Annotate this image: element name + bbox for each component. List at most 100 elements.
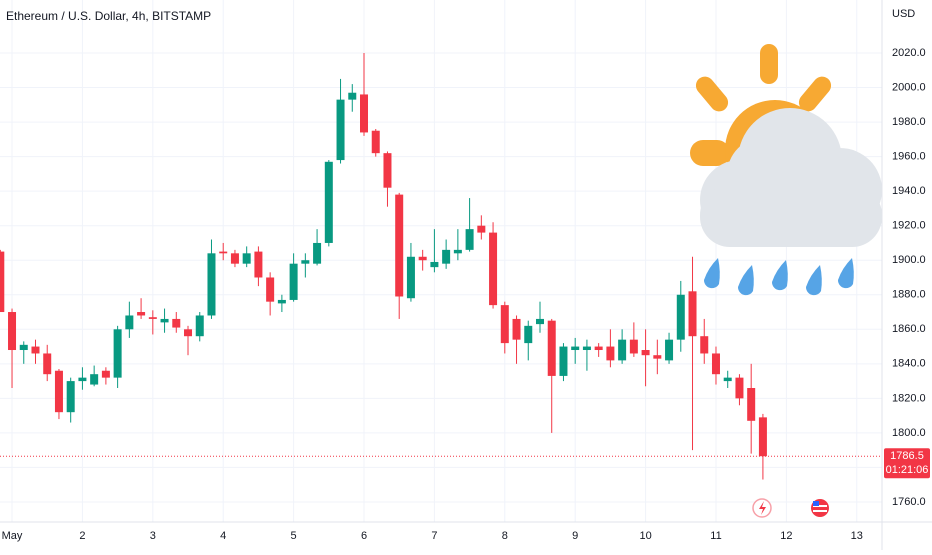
candle-body [207,253,216,316]
candle-body [735,377,744,399]
candle-body [266,277,275,302]
candle-body [641,350,650,356]
candle-body [618,339,627,361]
candle-body [465,229,474,250]
chart-title: Ethereum / U.S. Dollar, 4h, BITSTAMP [6,9,211,23]
y-tick-label: 1860.0 [892,323,926,335]
candle-body [500,305,509,344]
last-price-box [884,448,930,479]
event-icon[interactable] [752,498,772,518]
y-tick-label: 1920.0 [892,220,926,232]
candle-body [418,256,427,261]
candle-body [160,318,169,323]
candle-body [723,377,732,382]
x-tick-label: 10 [639,530,651,542]
candle-body [676,294,685,340]
x-tick-label: 13 [851,530,863,542]
candle-body [289,263,298,300]
candle-body [242,253,251,264]
candle-body [277,299,286,304]
candle-body [571,346,580,351]
y-tick-label: 2000.0 [892,81,926,93]
economic-event-icon[interactable] [811,499,829,517]
x-tick-label: 9 [572,530,578,542]
candles [0,53,767,480]
candle-body [653,355,662,359]
x-tick-label: 3 [150,530,156,542]
candle-body [371,130,380,154]
candle-body [688,291,697,337]
x-tick-label: 4 [220,530,226,542]
candle-body [172,318,181,328]
candle-body [0,251,5,313]
candle-body [184,329,193,337]
x-tick-label: 12 [780,530,792,542]
candle-body [324,161,333,243]
candle-body [711,353,720,375]
candle-body [19,344,28,351]
candle-body [594,346,603,351]
candle-body [535,318,544,325]
currency-label: USD [892,8,915,20]
candle-body [453,249,462,254]
candle-body [442,249,451,264]
candle-body [90,374,99,385]
y-tick-label: 1960.0 [892,151,926,163]
candle-body [395,194,404,297]
x-tick-label: May [2,530,23,542]
candle-body [148,317,157,319]
x-tick-label: 6 [361,530,367,542]
candle-body [430,261,439,268]
candle-body [512,318,521,340]
candle-body [8,312,17,351]
candle-body [758,417,767,457]
grid [0,0,882,522]
candle-body [348,92,357,100]
candle-body [254,251,263,278]
candle-body [54,370,63,413]
candle-body [665,339,674,361]
candle-body [559,346,568,376]
y-tick-label: 1820.0 [892,392,926,404]
x-tick-label: 5 [291,530,297,542]
candle-body [547,320,556,376]
countdown-label: 01:21:06 [886,464,929,476]
candle-body [125,315,134,330]
candle-body [113,329,122,378]
candle-body [582,346,591,351]
y-tick-label: 1880.0 [892,289,926,301]
candle-body [489,232,498,306]
candle-body [66,381,75,413]
x-tick-label: 7 [431,530,437,542]
candle-body [406,256,415,299]
y-tick-label: 1800.0 [892,427,926,439]
candle-body [31,346,40,354]
candle-body [101,370,110,378]
candle-body [301,260,310,264]
last-price-label: 1786.5 [890,450,924,462]
candle-body [78,377,87,382]
y-tick-label: 1900.0 [892,254,926,266]
candle-body [137,312,146,316]
x-tick-label: 2 [79,530,85,542]
candle-body [360,94,369,133]
weather-icon [690,44,882,296]
y-tick-label: 1760.0 [892,496,926,508]
y-tick-label: 1980.0 [892,116,926,128]
candle-body [524,325,533,344]
x-tick-label: 11 [710,530,721,542]
candle-body [606,346,615,361]
candle-body [43,353,52,375]
y-tick-label: 1840.0 [892,358,926,370]
candle-body [313,242,322,264]
y-tick-label: 2020.0 [892,47,926,59]
candle-body [629,339,638,354]
candle-body [195,315,204,337]
y-tick-label: 1940.0 [892,185,926,197]
candle-body [477,225,486,233]
candle-body [747,388,756,421]
candle-body [383,153,392,188]
candle-body [230,253,239,264]
candle-body [700,336,709,354]
candle-body [336,99,345,161]
